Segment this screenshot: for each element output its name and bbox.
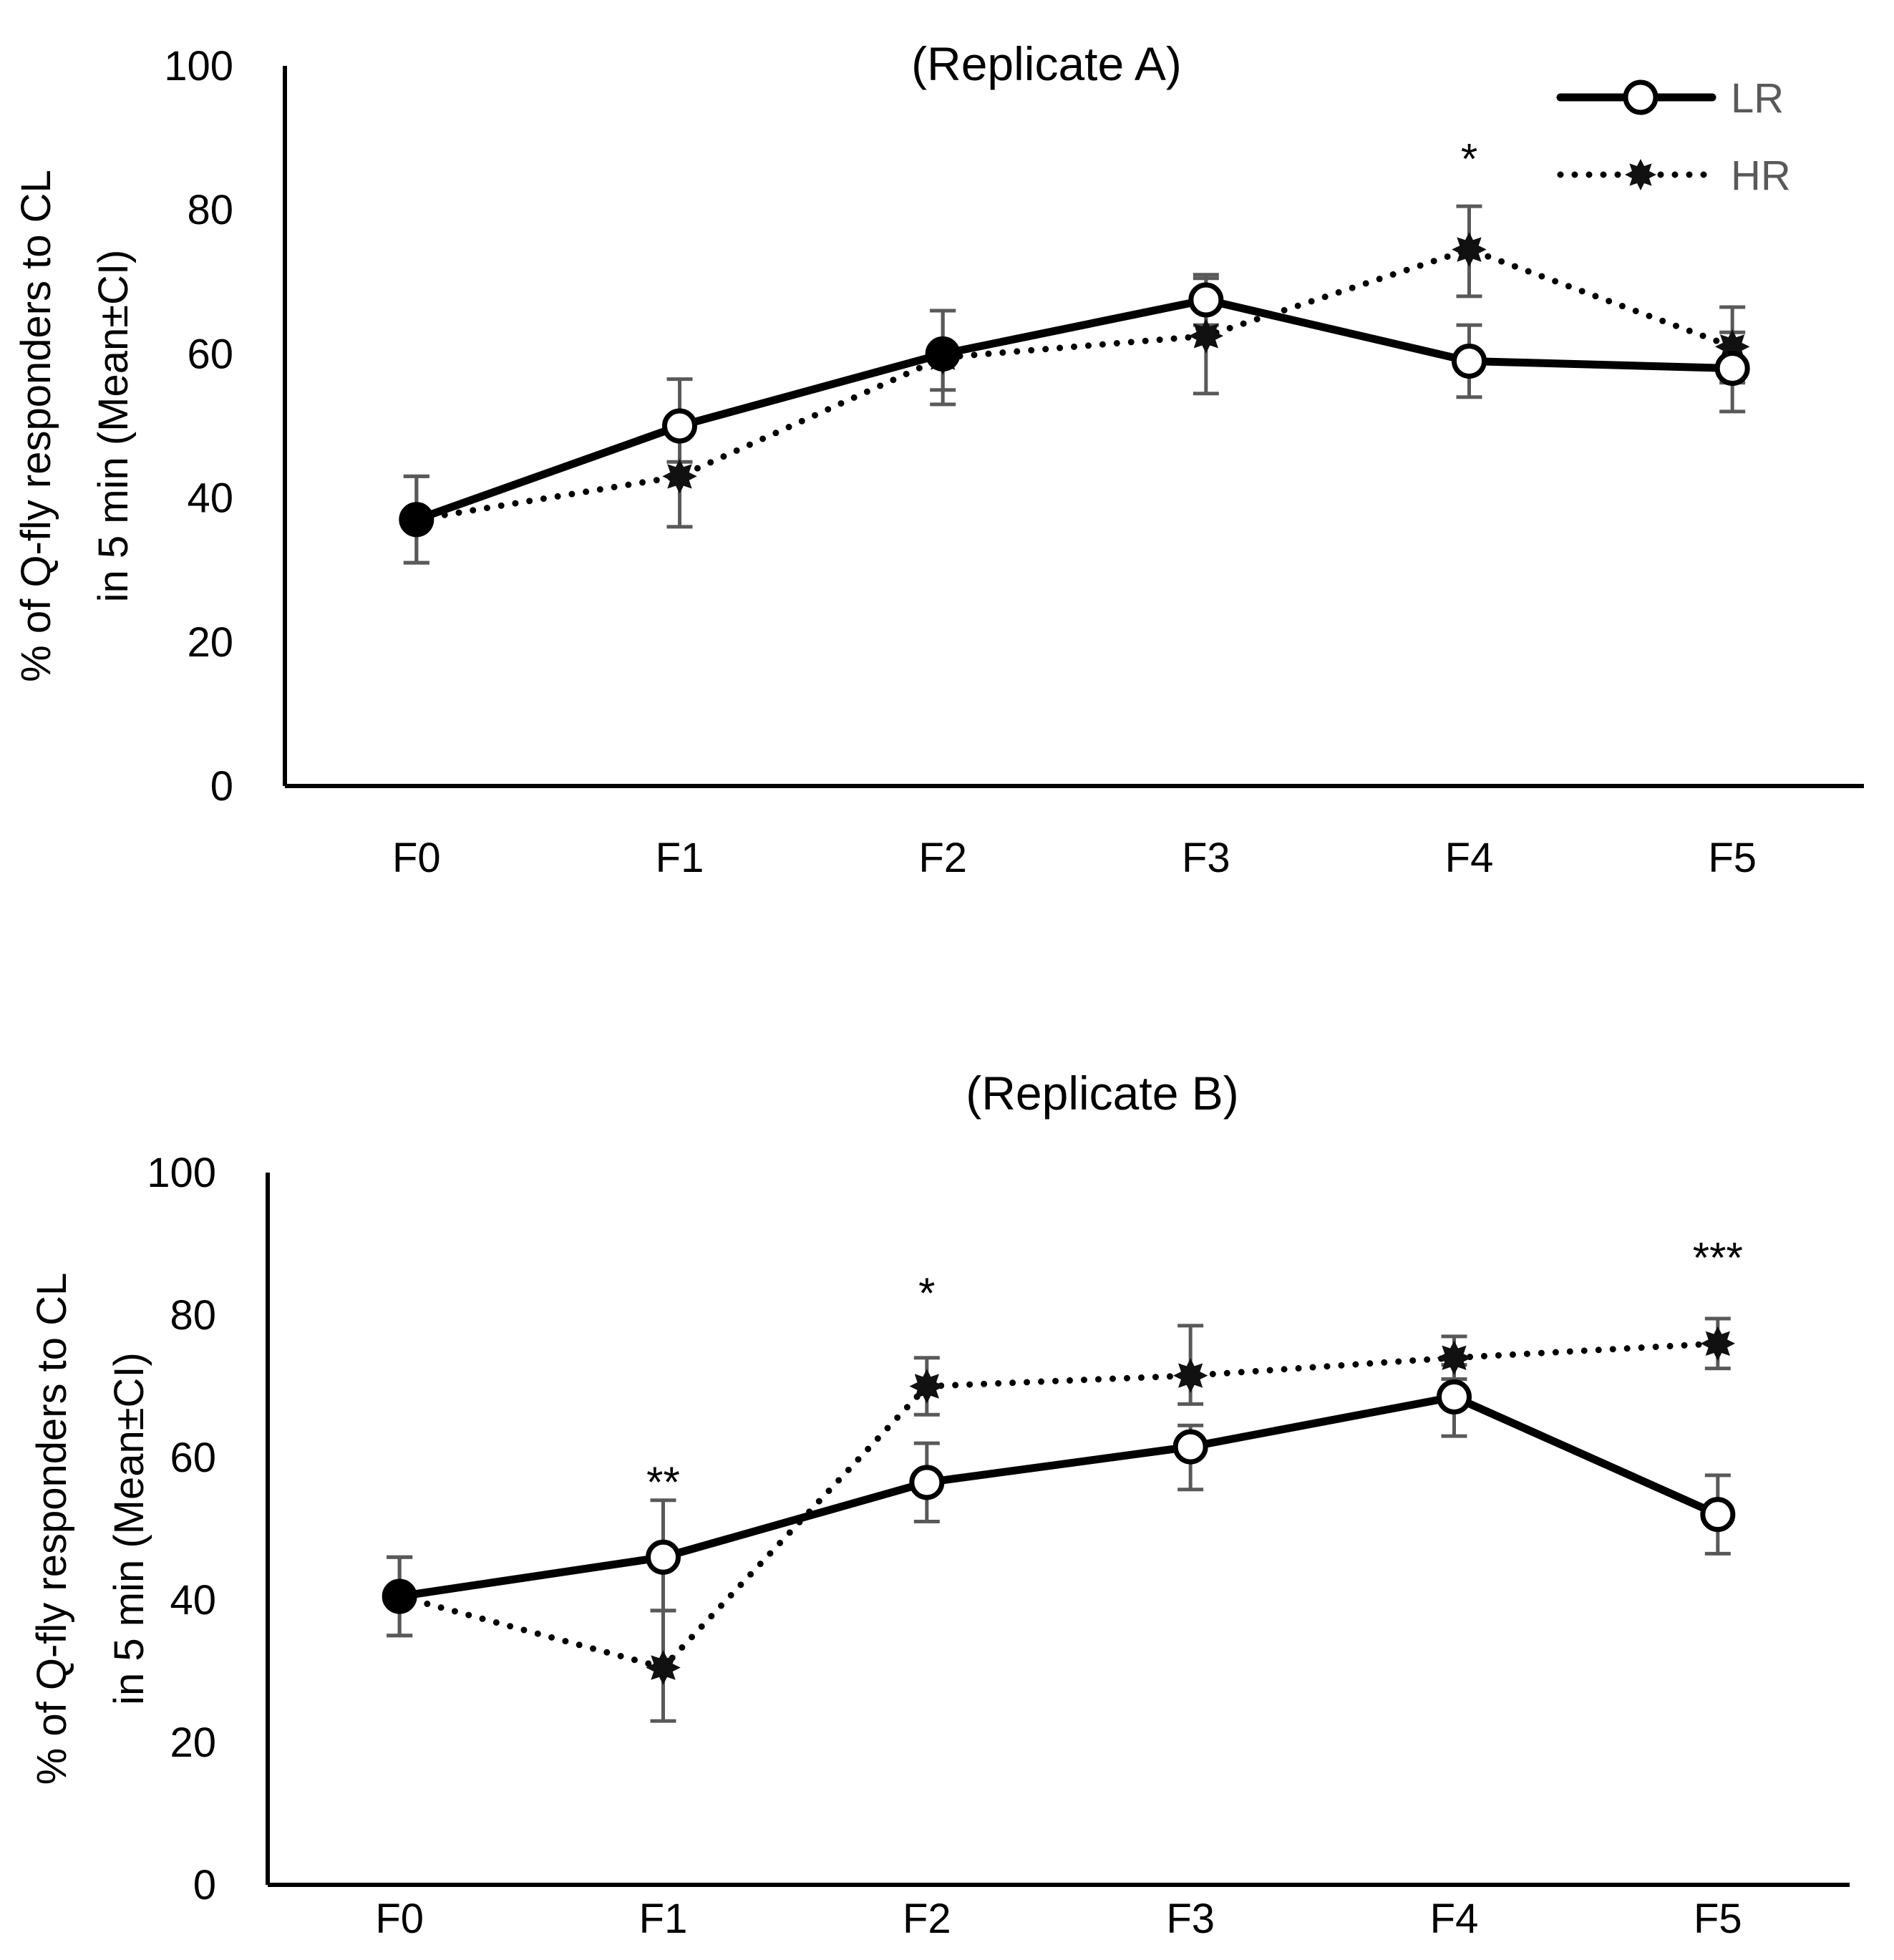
significance-marker: ***	[1693, 1233, 1743, 1281]
legend-label-lr: LR	[1731, 75, 1784, 122]
chart-title: (Replicate A)	[911, 37, 1182, 90]
legend: LR HR	[1556, 75, 1791, 199]
data-point-hr	[1188, 319, 1224, 354]
x-tick-label: F5	[1708, 835, 1757, 881]
data-point-lr	[1437, 1379, 1472, 1415]
data-point-lr	[1188, 282, 1224, 318]
y-axis-label: in 5 min (Mean±CI)	[106, 1352, 152, 1705]
significance-marker: **	[646, 1458, 680, 1506]
x-tick-label: F2	[918, 835, 967, 881]
y-tick-label: 60	[187, 331, 233, 377]
x-tick-label: F5	[1694, 1896, 1742, 1942]
y-tick-label: 0	[193, 1862, 216, 1908]
series-line-hr	[413, 246, 1736, 523]
y-tick-label: 20	[187, 619, 233, 666]
data-point-lr	[1714, 351, 1750, 387]
data-point-lr	[646, 1539, 681, 1575]
x-tick-label: F1	[656, 835, 704, 881]
data-point-hr	[1700, 1326, 1736, 1362]
data-point-lr	[909, 1465, 945, 1500]
data-point-hr	[1172, 1358, 1208, 1393]
data-point-hr	[646, 1650, 681, 1685]
x-tick-label: F4	[1430, 1896, 1479, 1942]
series-line-lr	[395, 1392, 1722, 1601]
y-tick-label: 80	[170, 1292, 216, 1339]
legend-label-hr: HR	[1731, 152, 1791, 199]
y-tick-label: 60	[170, 1435, 216, 1481]
data-point-hr	[909, 1369, 945, 1404]
x-tick-label: F3	[1166, 1896, 1215, 1942]
data-point-hr	[1437, 1340, 1472, 1375]
y-tick-label: 80	[187, 187, 233, 233]
y-tick-label: 40	[187, 475, 233, 522]
x-tick-label: F0	[375, 1896, 424, 1942]
legend-marker-hr	[1625, 159, 1656, 190]
x-tick-label: F1	[639, 1896, 688, 1942]
y-tick-label: 100	[164, 43, 233, 89]
y-tick-label: 100	[147, 1150, 216, 1196]
data-point-hr	[1452, 232, 1487, 267]
legend-marker-lr	[1623, 79, 1659, 115]
y-tick-label: 20	[170, 1719, 216, 1766]
chart-panel-0: (Replicate A) 0 20 40 60 80 100 F0 F1 F2 F3 F4 F5 % o…	[13, 37, 1864, 881]
data-point-lr	[399, 502, 434, 538]
series-line-lr	[412, 296, 1737, 524]
y-axis-label: % of Q-fly responders to CL	[13, 170, 59, 682]
data-point-lr	[382, 1578, 417, 1614]
data-point-lr	[1700, 1497, 1736, 1533]
data-point-lr	[662, 408, 697, 444]
y-axis-label: in 5 min (Mean±CI)	[90, 250, 137, 603]
x-tick-label: F2	[903, 1896, 951, 1942]
x-tick-label: F0	[392, 835, 441, 881]
y-tick-label: 40	[170, 1577, 216, 1624]
series-line-hr	[396, 1340, 1721, 1671]
significance-marker: *	[918, 1269, 935, 1317]
data-point-lr	[1172, 1429, 1208, 1465]
data-point-lr	[1452, 343, 1487, 379]
data-point-lr	[925, 336, 961, 372]
chart-panel-1: (Replicate B) 0 20 40 60 80 100 F0 F1 F2 F3 F4 F5 % o…	[29, 1067, 1850, 1942]
y-axis-label: % of Q-fly responders to CL	[29, 1273, 75, 1785]
data-point-hr	[662, 459, 697, 494]
x-tick-label: F4	[1445, 835, 1494, 881]
chart-title: (Replicate B)	[966, 1067, 1238, 1120]
significance-marker: *	[1461, 135, 1477, 183]
y-tick-label: 0	[210, 763, 233, 810]
x-tick-label: F3	[1182, 835, 1230, 881]
